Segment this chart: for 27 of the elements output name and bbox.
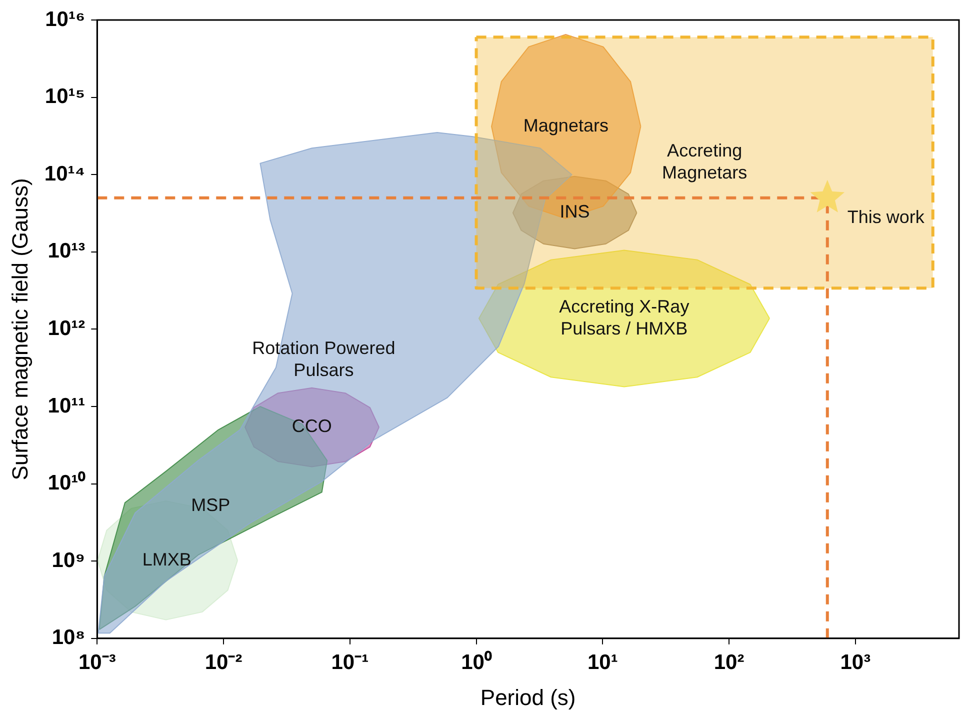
y-tick-label: 10¹⁶ — [45, 8, 86, 31]
series-label: Accreting X-Ray Pulsars / HMXB — [559, 296, 690, 338]
y-tick-label: 10¹⁴ — [44, 162, 86, 186]
series-label: Rotation Powered Pulsars — [252, 338, 396, 380]
series-label: INS — [560, 201, 590, 222]
series-label: CCO — [292, 416, 332, 436]
y-tick-label: 10⁸ — [52, 626, 86, 650]
y-tick-label: 10¹² — [48, 316, 86, 340]
y-tick-label: 10¹⁰ — [48, 470, 86, 495]
x-tick-label: 10⁰ — [461, 650, 492, 674]
y-tick-label: 10⁹ — [52, 548, 86, 572]
y-tick-label: 10¹⁵ — [44, 85, 86, 108]
y-tick-label: 10¹¹ — [48, 394, 86, 418]
series-label: LMXB — [142, 549, 192, 570]
series-label: This work — [847, 206, 926, 227]
series-label: Magnetars — [523, 116, 608, 136]
x-axis-title: Period (s) — [480, 684, 576, 710]
series-label: Accreting Magnetars — [662, 140, 748, 183]
x-tick-label: 10⁻² — [204, 650, 242, 674]
x-tick-label: 10² — [714, 650, 744, 674]
x-tick-label: 10¹ — [587, 650, 618, 674]
x-tick-label: 10⁻³ — [78, 650, 116, 674]
y-tick-label: 10¹³ — [48, 240, 86, 263]
series-label: MSP — [191, 494, 230, 515]
y-axis-title: Surface magnetic field (Gauss) — [7, 178, 32, 480]
x-tick-label: 10³ — [840, 650, 871, 674]
x-tick-label: 10⁻¹ — [331, 650, 369, 674]
